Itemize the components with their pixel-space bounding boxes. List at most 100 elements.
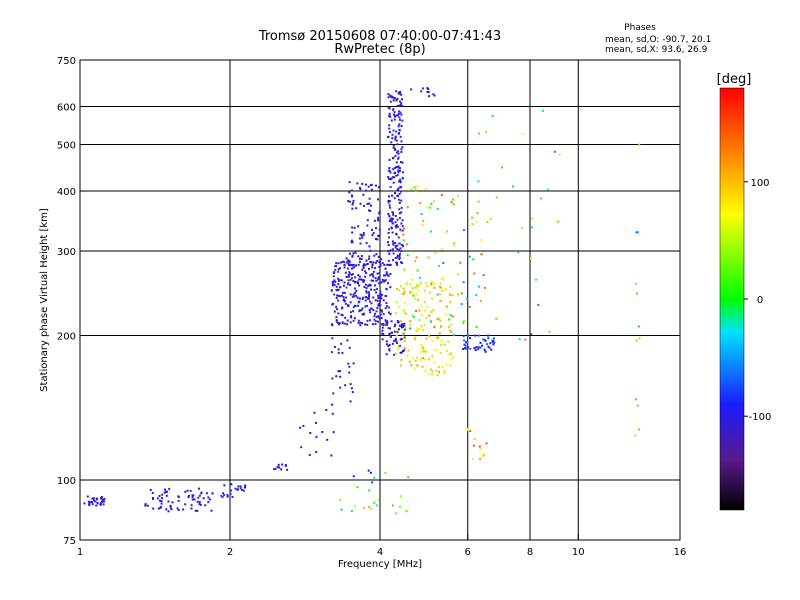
data-point	[479, 300, 482, 302]
y-axis-label: Stationary phase Virtual Height [km]	[39, 208, 50, 392]
data-point	[386, 320, 389, 323]
data-point	[330, 289, 333, 292]
data-point	[354, 287, 357, 290]
data-point	[388, 332, 391, 335]
data-point	[472, 444, 475, 447]
data-point	[83, 502, 86, 505]
data-point	[343, 291, 346, 294]
data-point	[403, 326, 406, 329]
data-point	[403, 347, 406, 350]
data-point	[424, 187, 427, 190]
data-point	[190, 507, 193, 510]
data-point	[366, 224, 369, 227]
data-point	[278, 466, 281, 469]
data-point	[398, 216, 401, 219]
data-point	[333, 293, 336, 296]
data-point	[399, 111, 402, 114]
data-point	[399, 230, 402, 233]
data-point	[346, 323, 349, 326]
data-point	[315, 421, 317, 424]
data-point	[398, 242, 401, 245]
data-point	[394, 221, 397, 224]
data-point	[384, 279, 387, 282]
data-point	[422, 348, 425, 351]
data-point	[348, 181, 351, 184]
data-point	[346, 339, 349, 342]
data-point	[367, 257, 370, 260]
data-point	[396, 174, 399, 177]
data-point	[452, 203, 455, 206]
data-point	[351, 277, 353, 280]
data-point	[457, 293, 460, 296]
data-point	[330, 454, 333, 457]
x-tick-label: 8	[527, 547, 533, 558]
data-point	[223, 484, 226, 487]
data-point	[100, 497, 103, 500]
data-point	[393, 325, 396, 328]
data-point	[447, 326, 450, 328]
data-point	[341, 294, 343, 297]
data-point	[365, 183, 367, 186]
data-point	[433, 348, 436, 351]
data-point	[399, 253, 401, 256]
data-point	[144, 504, 147, 507]
data-point	[464, 347, 467, 349]
data-point	[401, 292, 404, 295]
data-point	[341, 351, 344, 354]
data-point	[432, 93, 435, 96]
data-point	[389, 335, 392, 338]
data-point	[335, 319, 338, 322]
data-point	[345, 261, 348, 264]
data-point	[149, 489, 152, 491]
data-point	[194, 509, 197, 512]
data-point	[347, 274, 350, 277]
data-point	[402, 326, 405, 328]
data-point	[335, 262, 338, 265]
data-point	[400, 250, 403, 253]
data-point	[333, 279, 336, 282]
data-point	[377, 276, 380, 279]
data-point	[365, 189, 368, 192]
data-point	[524, 338, 527, 341]
data-point	[350, 239, 353, 242]
data-point	[366, 219, 369, 222]
data-point	[410, 364, 413, 367]
data-point	[443, 343, 446, 346]
data-point	[445, 230, 448, 233]
data-point	[430, 202, 433, 205]
data-point	[398, 123, 401, 126]
data-point	[343, 322, 346, 325]
data-point	[512, 185, 514, 188]
data-point	[392, 146, 395, 149]
data-point	[389, 100, 392, 103]
data-point	[376, 272, 379, 275]
data-point	[368, 506, 371, 509]
data-point	[431, 339, 434, 342]
data-point	[420, 90, 423, 93]
data-point	[331, 303, 334, 306]
data-point	[165, 508, 168, 511]
data-point	[352, 280, 355, 282]
data-point	[463, 339, 466, 342]
data-point	[244, 484, 247, 487]
data-point	[100, 500, 103, 503]
data-point	[491, 339, 494, 342]
data-point	[231, 495, 234, 498]
data-point	[462, 229, 465, 231]
data-point	[391, 194, 393, 197]
data-point	[477, 200, 480, 203]
data-point	[351, 273, 354, 276]
data-point	[196, 500, 199, 503]
data-point	[393, 171, 396, 174]
data-point	[340, 342, 343, 345]
data-point	[387, 201, 390, 204]
data-point	[393, 340, 396, 342]
data-point	[359, 321, 362, 324]
data-point	[471, 216, 474, 219]
colorbar-tick-label: -100	[749, 412, 772, 423]
data-point	[377, 234, 380, 237]
data-point	[638, 337, 641, 340]
data-point	[361, 313, 364, 316]
data-point	[531, 226, 533, 229]
data-point	[396, 248, 399, 250]
